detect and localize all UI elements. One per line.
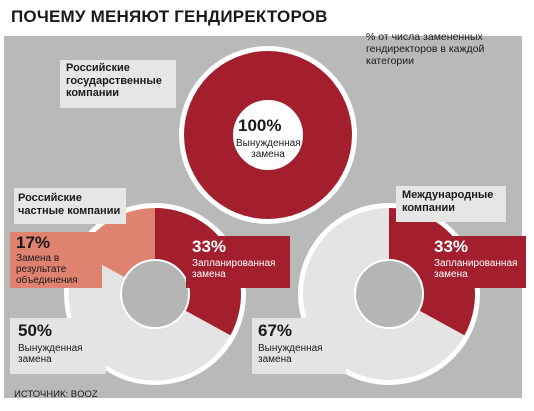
state-pct: 100%	[238, 116, 282, 135]
private-merger-pct: 17%	[16, 233, 51, 252]
private-forced-pct: 50%	[18, 321, 53, 340]
private-forced-label-box	[10, 318, 106, 374]
panel-corner-cut	[522, 36, 534, 398]
private-title: Российские частные компании	[18, 192, 121, 217]
state-header-box	[60, 60, 176, 108]
intl-donut-hole	[354, 259, 424, 329]
private-merger-label-box	[10, 232, 102, 288]
intl-header-box	[396, 186, 506, 222]
private-forced-caption: Вынужденная замена	[18, 343, 83, 365]
intl-forced-pct: 67%	[258, 321, 293, 340]
private-planned-pct: 33%	[192, 237, 227, 256]
intl-planned-label-box	[428, 236, 526, 288]
intl-forced-label-box	[252, 318, 346, 374]
state-title: Российские государственные компании	[66, 62, 162, 100]
state-caption: Вынужденная замена	[236, 138, 301, 160]
intl-planned-pct: 33%	[434, 237, 469, 256]
source-note: ИСТОЧНИК: BOOZ	[14, 389, 98, 400]
private-donut-hole	[120, 259, 190, 329]
state-donut-hole	[233, 100, 303, 170]
private-planned-caption: Запланированная замена	[192, 258, 276, 280]
chart-note: % от числа замененных гендиректоров в ка…	[366, 31, 485, 68]
private-header-box	[14, 188, 126, 224]
page-title: ПОЧЕМУ МЕНЯЮТ ГЕНДИРЕКТОРОВ	[11, 7, 328, 26]
private-planned-label-box	[186, 236, 290, 288]
intl-planned-caption: Запланированная замена	[434, 258, 518, 280]
private-merger-caption: Замена в результате объединения	[16, 253, 78, 286]
intl-title: Международные компании	[402, 189, 494, 214]
intl-forced-caption: Вынужденная замена	[258, 343, 323, 365]
